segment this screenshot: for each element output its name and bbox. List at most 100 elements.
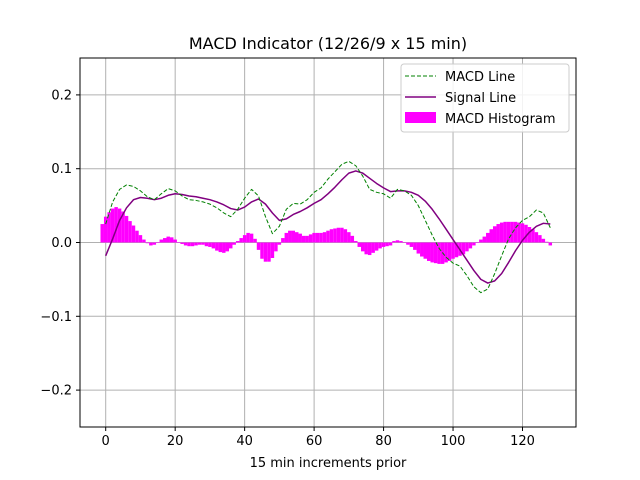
histogram-bar (534, 232, 539, 243)
histogram-bar (121, 211, 125, 243)
histogram-bar (232, 242, 236, 245)
histogram-bar (374, 242, 379, 251)
histogram-bar (451, 242, 455, 259)
histogram-bar (239, 238, 243, 243)
histogram-bar (169, 237, 174, 243)
histogram-bar (308, 234, 313, 243)
histogram-bar (124, 215, 129, 243)
histogram-bar (270, 242, 275, 258)
histogram-bar (503, 221, 507, 243)
histogram-bar (263, 242, 268, 262)
histogram-bar (336, 227, 341, 243)
histogram-bar (173, 239, 177, 243)
histogram-bar (295, 232, 299, 243)
x-tick-label: 120 (510, 434, 535, 449)
histogram-bar (138, 235, 143, 243)
histogram-bar (176, 242, 181, 243)
histogram-bar (545, 241, 549, 243)
histogram-bar (197, 242, 202, 245)
histogram-bar (194, 242, 198, 246)
histogram-bar (267, 242, 271, 262)
histogram-bar (347, 232, 351, 243)
histogram-bar (461, 242, 466, 255)
histogram-bar (399, 241, 403, 243)
histogram-bar (277, 242, 282, 245)
histogram-bar (333, 228, 337, 243)
histogram-bar (413, 242, 417, 250)
histogram-bar (381, 242, 386, 247)
histogram-bar (163, 238, 167, 243)
histogram-bar (190, 242, 195, 247)
x-axis: 0 20 40 60 80 100 120 (102, 427, 535, 449)
histogram-bar (156, 242, 160, 243)
histogram-bar (329, 229, 334, 243)
histogram-bar (326, 230, 330, 243)
histogram-bar (420, 242, 424, 257)
legend-signal-line-label: Signal Line (445, 91, 516, 106)
histogram-bar (447, 242, 452, 261)
histogram-bar (475, 242, 480, 243)
histogram-bar (229, 242, 233, 249)
histogram-bar (360, 242, 365, 252)
histogram-bar (486, 232, 490, 243)
histogram-bar (541, 238, 546, 243)
histogram-bar (103, 216, 108, 243)
histogram-bar (149, 242, 153, 246)
histogram-bar (371, 242, 375, 253)
histogram-bar (218, 242, 223, 253)
legend-histogram-label: MACD Histogram (445, 112, 556, 127)
histogram-bar (416, 242, 421, 254)
histogram-bar (301, 235, 306, 243)
histogram-bar (315, 232, 320, 243)
x-tick-label: 60 (306, 434, 323, 449)
macd-histogram (100, 207, 553, 264)
histogram-bar (249, 233, 254, 243)
histogram-bar (260, 242, 264, 259)
histogram-bar (291, 230, 296, 243)
histogram-bar (444, 242, 448, 263)
histogram-bar (180, 242, 184, 244)
histogram-bar (288, 230, 292, 243)
x-tick-label: 100 (441, 434, 466, 449)
histogram-bar (406, 242, 410, 245)
histogram-bar (246, 232, 250, 243)
histogram-bar (364, 242, 368, 255)
histogram-bar (496, 224, 500, 243)
histogram-bar (454, 242, 459, 258)
histogram-bar (426, 242, 431, 261)
histogram-bar (489, 229, 493, 243)
histogram-bar (253, 238, 257, 243)
x-tick-label: 40 (236, 434, 253, 449)
histogram-bar (305, 235, 309, 243)
histogram-bar (281, 238, 285, 243)
histogram-bar (548, 242, 553, 246)
histogram-bar (520, 223, 525, 243)
histogram-bar (211, 242, 216, 249)
x-axis-label: 15 min increments prior (250, 456, 407, 471)
histogram-bar (284, 232, 289, 243)
histogram-bar (479, 239, 483, 243)
histogram-bar (100, 224, 104, 243)
histogram-bar (437, 242, 441, 264)
histogram-bar (142, 239, 146, 243)
histogram-bar (107, 212, 111, 243)
y-axis: −0.2 −0.1 0.0 0.1 0.2 (40, 88, 80, 399)
histogram-bar (131, 225, 136, 243)
histogram-bar (499, 222, 504, 243)
legend-macd-line-label: MACD Line (445, 70, 515, 85)
histogram-bar (235, 241, 240, 243)
histogram-bar (322, 232, 327, 243)
histogram-bar (430, 242, 434, 263)
histogram-bar (513, 221, 518, 243)
histogram-bar (128, 221, 132, 243)
histogram-bar (354, 241, 358, 243)
histogram-bar (183, 242, 188, 246)
histogram-bar (517, 222, 521, 243)
histogram-bar (531, 229, 535, 243)
histogram-bar (135, 230, 139, 243)
legend-histogram-swatch (405, 112, 436, 123)
histogram-bar (204, 242, 209, 247)
histogram-bar (433, 242, 438, 264)
y-tick-label: −0.1 (40, 310, 72, 325)
histogram-bar (388, 242, 393, 246)
